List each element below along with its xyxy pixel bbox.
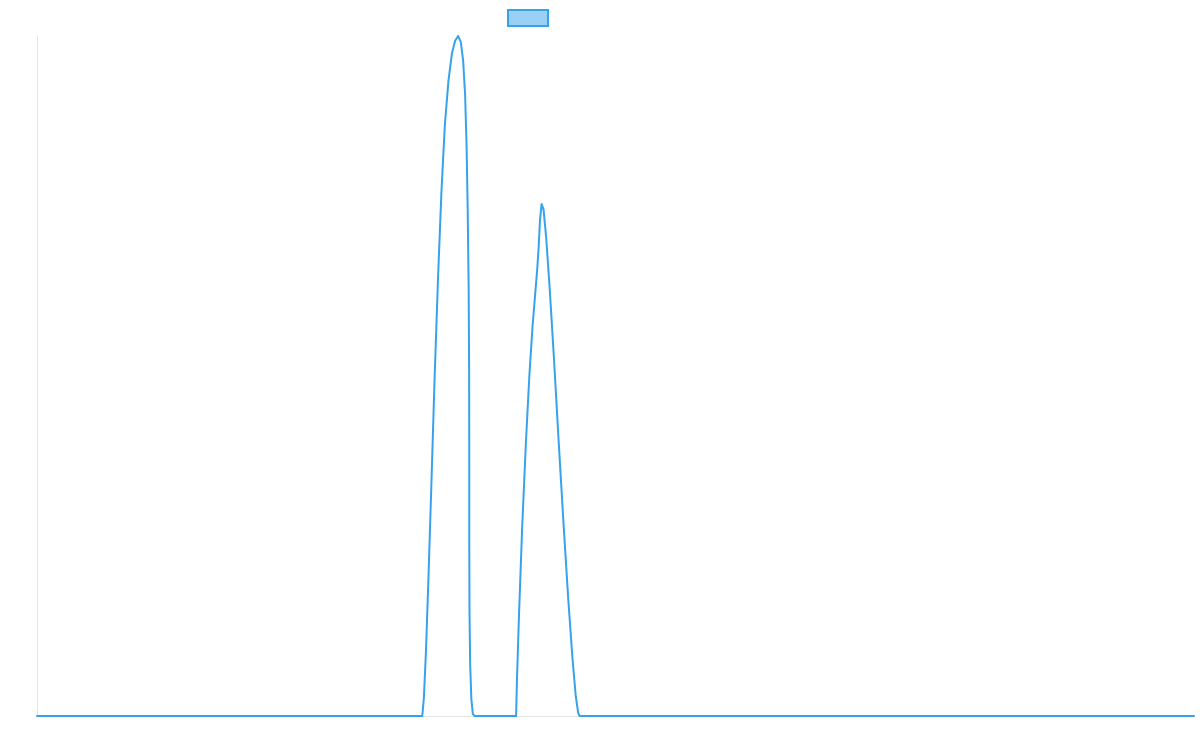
legend-swatch-0[interactable] bbox=[507, 9, 549, 27]
axes-layer bbox=[37, 36, 1194, 717]
series-line-0 bbox=[36, 35, 1195, 717]
legend[interactable] bbox=[507, 9, 549, 27]
series-layer bbox=[36, 35, 1195, 717]
